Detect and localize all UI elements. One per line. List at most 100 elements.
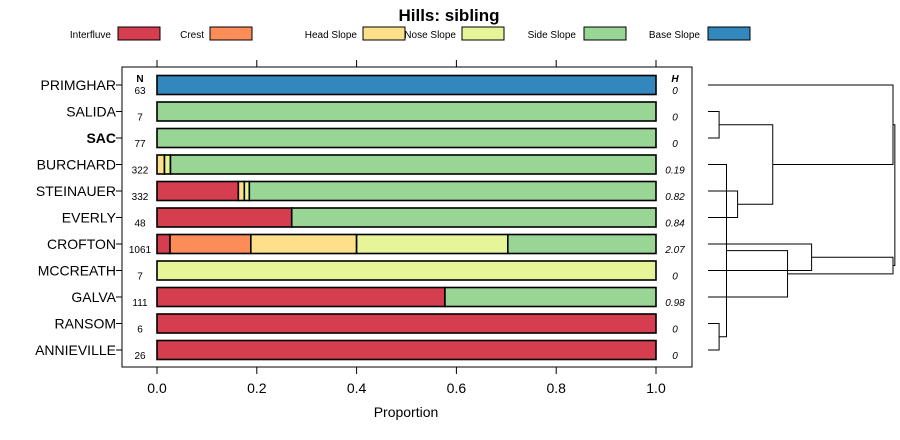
row-label: MCCREATH <box>38 263 116 279</box>
bar-row-annieville: ANNIEVILLE 26 0 <box>35 339 678 362</box>
legend-swatch-side-slope <box>583 26 627 41</box>
row-label: CROFTON <box>47 236 116 252</box>
dendrogram-branch <box>708 323 720 351</box>
row-label: SAC <box>86 130 116 146</box>
bar-row-sac: SAC 77 0 <box>86 127 678 150</box>
dendrogram-branch <box>708 250 789 298</box>
x-tick-label: 0.0 <box>147 380 167 396</box>
bar-segment-nose-slope <box>156 260 657 281</box>
bar-segment-base-slope <box>156 74 657 96</box>
h-value: 0 <box>672 113 678 124</box>
bar-segment-side-slope <box>248 180 657 202</box>
n-value: 6 <box>137 325 143 336</box>
x-tick-label: 0.6 <box>447 380 467 396</box>
legend-swatch-base-slope <box>707 26 751 41</box>
bar-row-mccreath: MCCREATH 7 0 <box>38 260 678 283</box>
bar-row-ransom: RANSOM 6 0 <box>55 313 678 336</box>
n-value: 77 <box>134 139 146 150</box>
legend-label-side-slope: Side Slope <box>528 30 577 41</box>
h-value: 0.98 <box>665 298 685 309</box>
x-tick-label: 0.4 <box>347 380 367 396</box>
x-tick-label: 1.0 <box>646 380 666 396</box>
chart-title: Hills: sibling <box>398 6 499 25</box>
dendrogram-branch <box>708 164 727 338</box>
row-label: PRIMGHAR <box>41 77 116 93</box>
h-value: 0.82 <box>665 192 685 203</box>
row-label: STEINAUER <box>36 183 116 199</box>
h-column-header: H <box>671 74 679 85</box>
bar-segment-interfluve <box>156 233 171 255</box>
row-label: BURCHARD <box>37 157 116 173</box>
h-value: 0 <box>672 272 678 283</box>
legend-label-head-slope: Head Slope <box>305 30 358 41</box>
n-value: 111 <box>132 298 148 309</box>
n-value: 7 <box>137 272 143 283</box>
bar-row-burchard: BURCHARD 322 0.19 <box>37 154 685 177</box>
n-value: 1061 <box>129 245 152 256</box>
bar-segment-interfluve <box>156 313 657 334</box>
bar-segment-side-slope <box>169 154 657 175</box>
row-label: GALVA <box>71 289 116 305</box>
n-value: 332 <box>132 192 149 203</box>
legend-label-base-slope: Base Slope <box>649 30 701 41</box>
x-tick-label: 0.2 <box>247 380 267 396</box>
h-value: 0 <box>672 139 678 150</box>
h-value: 0 <box>672 325 678 336</box>
bar-segment-side-slope <box>156 101 657 122</box>
bar-segment-side-slope <box>444 286 657 308</box>
h-value: 0.19 <box>665 166 685 177</box>
h-value: 2.07 <box>664 245 685 256</box>
n-value: 26 <box>134 351 146 362</box>
bar-segment-side-slope <box>506 233 657 255</box>
bar-segment-head-slope <box>250 233 358 255</box>
legend-swatch-head-slope <box>362 26 406 41</box>
bar-segment-head-slope <box>156 154 166 175</box>
bar-segment-crest <box>169 233 252 255</box>
legend-label-nose-slope: Nose Slope <box>404 30 456 41</box>
bar-segment-side-slope <box>156 127 657 149</box>
dendrogram <box>708 84 896 351</box>
row-label: EVERLY <box>62 210 117 226</box>
dendrogram-branch <box>708 243 813 271</box>
bar-segment-interfluve <box>156 180 240 202</box>
bar-row-salida: SALIDA 7 0 <box>66 101 678 124</box>
row-label: ANNIEVILLE <box>35 342 116 358</box>
legend-label-interfluve: Interfluve <box>70 30 112 41</box>
bar-row-crofton: CROFTON 1061 2.07 <box>47 233 685 256</box>
h-value: 0.84 <box>665 219 685 230</box>
bar-segment-nose-slope <box>355 233 509 255</box>
bar-segment-nose-slope <box>163 154 172 175</box>
bar-segment-interfluve <box>156 339 657 361</box>
n-value: 63 <box>134 86 146 97</box>
bar-row-galva: GALVA 111 0.98 <box>71 286 685 309</box>
bar-segment-side-slope <box>290 207 657 228</box>
row-label: SALIDA <box>66 104 116 120</box>
legend: Interfluve Crest Head Slope Nose Slope Side … <box>70 26 751 41</box>
dendrogram-branch <box>719 124 774 205</box>
n-value: 322 <box>132 166 149 177</box>
bar-segment-head-slope <box>237 180 246 202</box>
bar-segment-interfluve <box>156 207 293 228</box>
h-value: 0 <box>672 351 678 362</box>
h-value: 0 <box>672 86 678 97</box>
dendrogram-branch <box>787 256 894 275</box>
n-value: 7 <box>137 113 143 124</box>
row-label: RANSOM <box>55 316 116 332</box>
dendrogram-branch <box>893 124 896 267</box>
bar-row-everly: EVERLY 48 0.84 <box>62 207 685 230</box>
dendrogram-branch <box>708 111 720 139</box>
x-axis-label: Proportion <box>374 404 439 420</box>
bar-row-primghar: PRIMGHAR 63 0 <box>41 74 678 97</box>
legend-swatch-crest <box>209 26 253 41</box>
legend-swatch-nose-slope <box>461 26 505 41</box>
legend-swatch-interfluve <box>117 26 161 41</box>
n-value: 48 <box>134 219 146 230</box>
legend-label-crest: Crest <box>180 30 204 41</box>
bar-segment-interfluve <box>156 286 446 308</box>
dendrogram-branch <box>708 190 739 218</box>
bar-row-steinauer: STEINAUER 332 0.82 <box>36 180 685 203</box>
x-tick-label: 0.8 <box>546 380 566 396</box>
n-column-header: N <box>136 74 143 85</box>
